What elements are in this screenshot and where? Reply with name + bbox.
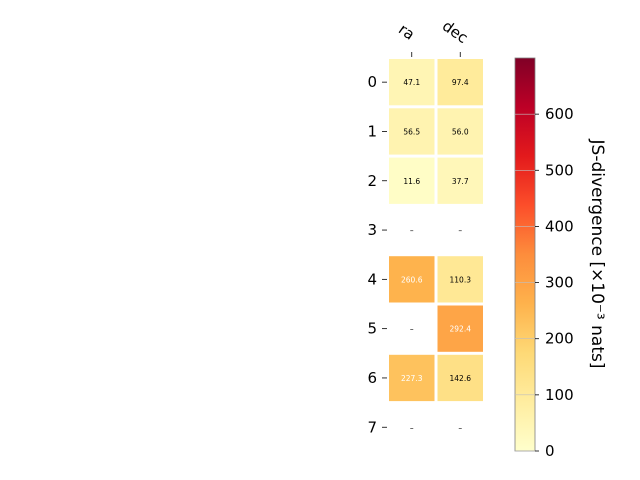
cell-6-dec (437, 354, 483, 402)
cell-5-dec (437, 305, 483, 352)
row-label-0: 0 (367, 73, 377, 91)
row-label-6: 6 (367, 369, 377, 387)
colorbar-tick-label-300: 300 (545, 274, 574, 292)
cell-value-1-ra: 56.5 (403, 127, 420, 136)
cell-missing-7-dec: – (458, 423, 462, 432)
cell-value-4-dec: 110.3 (450, 275, 472, 284)
cell-value-2-dec: 37.7 (452, 177, 469, 186)
cell-value-1-dec: 56.0 (452, 127, 469, 136)
colorbar: 0 100 200 300 400 500 600 JS-divergence [×10⁻³ … (514, 57, 607, 460)
cell-2-dec (437, 157, 483, 204)
cell-value-2-ra: 11.6 (403, 177, 420, 186)
cell-value-6-dec: 142.6 (450, 374, 472, 383)
row-label-1: 1 (367, 122, 377, 140)
cell-missing-3-dec: – (458, 226, 462, 235)
colorbar-tick-label-600: 600 (545, 105, 574, 123)
cell-6-ra (389, 354, 435, 402)
cell-missing-7-ra: – (410, 423, 414, 432)
cell-value-5-dec: 292.4 (450, 325, 472, 334)
colorbar-tick-label-400: 400 (545, 217, 574, 235)
heatmap-cells: 47.1 97.4 56.5 56.0 11.6 37.7 – – 260.6 110.3 – 292… (389, 59, 483, 432)
cell-value-0-dec: 97.4 (452, 78, 469, 87)
row-tick-labels: 0 1 2 3 4 5 6 7 (367, 73, 387, 436)
cell-1-ra (389, 108, 435, 155)
cell-value-4-ra: 260.6 (401, 275, 423, 284)
cell-0-dec (437, 59, 483, 106)
row-label-5: 5 (367, 320, 377, 338)
column-label-ra: ra (395, 20, 418, 44)
column-tick-labels: ra dec (395, 17, 471, 57)
cell-missing-5-ra: – (410, 325, 414, 334)
cell-0-ra (389, 59, 435, 106)
row-label-4: 4 (367, 270, 377, 288)
colorbar-tick-label-100: 100 (545, 386, 574, 404)
row-label-3: 3 (367, 221, 377, 239)
row-label-7: 7 (367, 418, 377, 436)
column-label-dec: dec (439, 17, 471, 47)
row-label-2: 2 (367, 172, 377, 190)
cell-1-dec (437, 108, 483, 155)
cell-value-6-ra: 227.3 (401, 374, 423, 383)
colorbar-title: JS-divergence [×10⁻³ nats] (587, 139, 607, 369)
colorbar-gradient (514, 57, 536, 452)
cell-2-ra (389, 157, 435, 204)
cell-value-0-ra: 47.1 (403, 78, 420, 87)
cell-4-dec (437, 256, 483, 303)
cell-missing-3-ra: – (410, 226, 414, 235)
colorbar-tick-label-500: 500 (545, 161, 574, 179)
colorbar-tick-label-200: 200 (545, 330, 574, 348)
colorbar-tick-label-0: 0 (545, 442, 555, 460)
cell-4-ra (389, 256, 435, 303)
